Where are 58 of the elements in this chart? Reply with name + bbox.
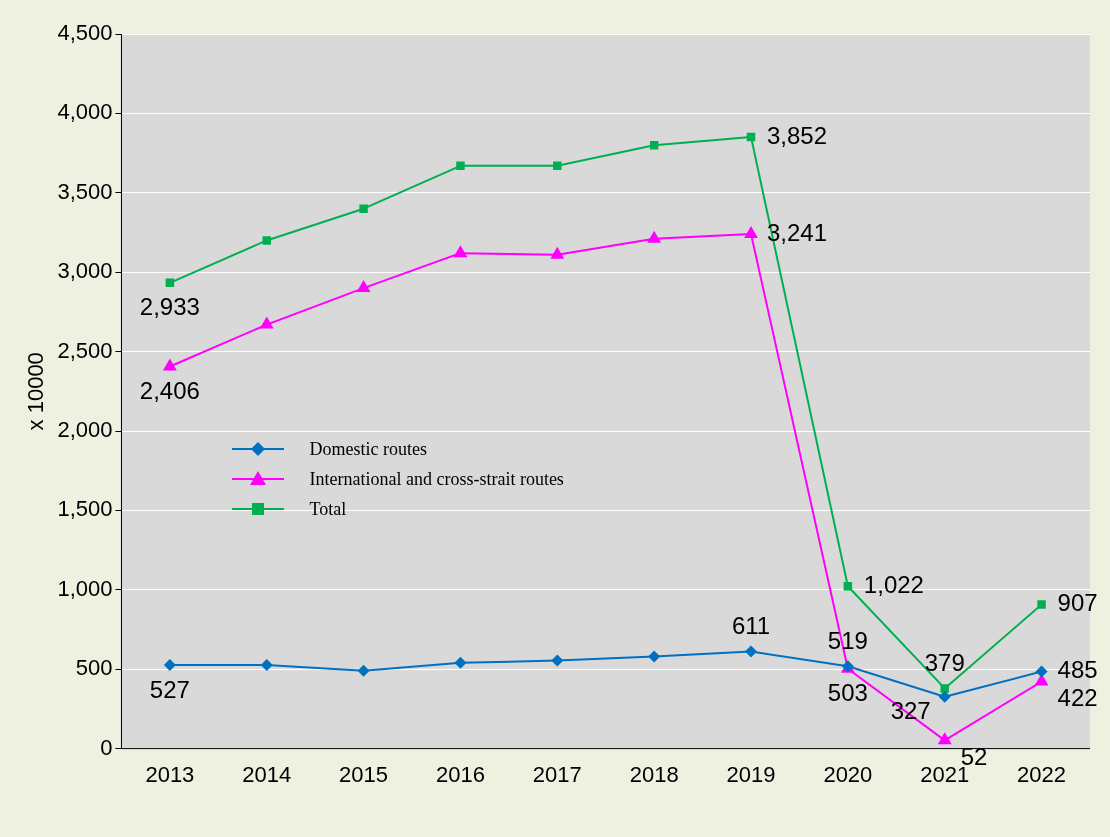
point [843,582,853,591]
data-label: 379 [924,649,965,677]
point [356,280,371,293]
y-tick-label: 3,500 [57,178,113,204]
point [745,645,758,658]
point [553,161,562,171]
data-label: 2,933 [139,293,200,321]
x-tick-label: 2019 [726,761,776,787]
y-tick-label: 3,000 [57,258,113,284]
point [551,654,564,667]
y-tick-label: 1,500 [57,496,113,522]
legend-label: Domestic routes [309,438,427,460]
x-tick-label: 2016 [435,761,485,787]
x-tick-label: 2022 [1017,761,1067,787]
y-tick-label: 4,500 [57,20,113,46]
point [359,204,368,213]
data-label: 2,406 [139,377,200,405]
point [163,658,176,671]
data-label: 503 [827,679,868,707]
point [260,658,273,671]
y-tick-label: 1,000 [57,575,113,601]
y-tick-label: 4,000 [57,99,113,125]
point [454,656,467,669]
data-label: 422 [1057,684,1098,712]
legend-label: International and cross-strait routes [309,468,564,490]
x-tick-label: 2014 [242,761,292,787]
data-label: 527 [149,675,190,703]
point [744,225,758,238]
point [259,316,274,329]
point [162,358,177,371]
y-tick-label: 2,000 [57,417,113,443]
x-tick-label: 2018 [629,761,679,787]
data-label: 611 [731,612,771,640]
point [456,161,465,171]
point [1035,665,1048,678]
data-label: 1,022 [863,570,924,598]
point [937,732,952,745]
point [647,230,662,243]
y-tick-label: 0 [100,734,113,760]
point [262,236,271,245]
data-label: 3,852 [767,121,828,149]
x-tick-label: 2013 [145,761,195,787]
x-tick-label: 2020 [823,761,873,787]
point [550,246,565,259]
legend-label: Total [309,498,347,520]
y-tick-label: 500 [75,655,113,681]
point [648,650,661,663]
x-tick-label: 2015 [339,761,389,787]
point [453,245,468,258]
y-tick-label: 2,500 [57,337,113,363]
point [357,664,370,677]
data-label: 907 [1057,589,1098,617]
y-axis-title: x 10000 [23,352,49,431]
x-tick-label: 2017 [532,761,582,787]
point [938,690,951,703]
point [940,684,949,693]
data-label: 485 [1057,656,1098,684]
point [1037,600,1046,609]
